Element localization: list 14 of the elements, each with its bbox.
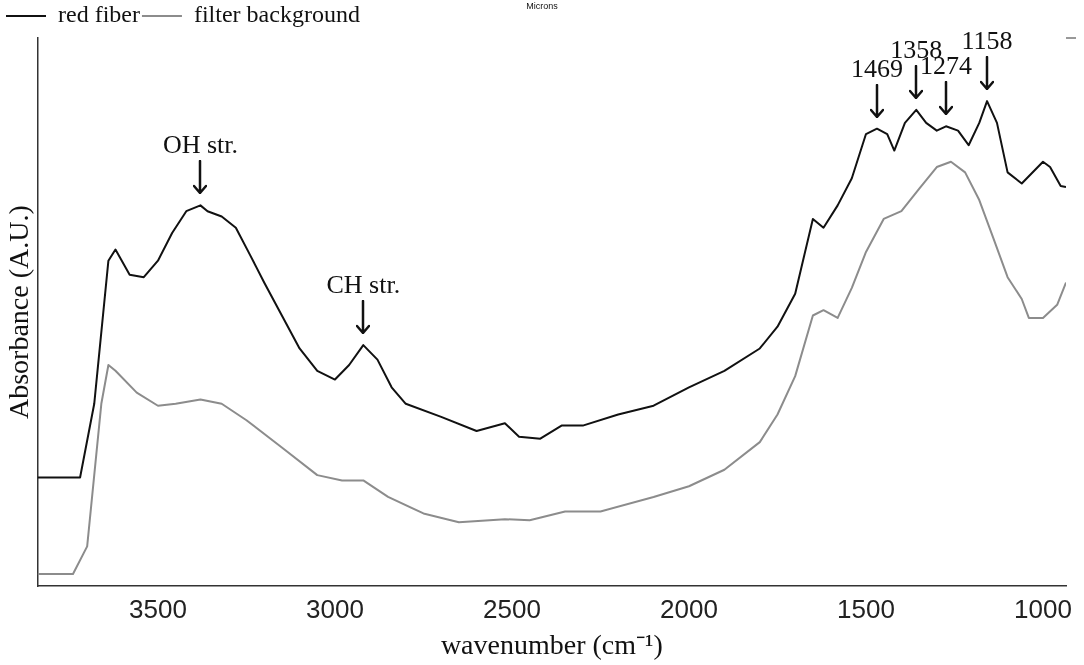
x-tick-label: 2000 — [660, 593, 718, 624]
x-tick-label: 1000 — [1014, 593, 1072, 624]
text: Microns — [526, 0, 559, 11]
legend-label: red fiber — [58, 1, 140, 28]
legend-label: filter background — [193, 1, 360, 28]
y-axis-title: Absorbance (A.U.) — [3, 205, 35, 420]
x-tick-label: 3000 — [306, 593, 364, 624]
x-tick-label: 1500 — [837, 593, 895, 624]
annotation: OH str. — [162, 130, 239, 160]
x-tick-label: 3500 — [129, 593, 187, 624]
annotation: CH str. — [326, 269, 401, 299]
x-tick-label: 2500 — [483, 593, 541, 624]
annotation: 1158 — [961, 25, 1013, 55]
x-axis-title: wavenumber (cm⁻¹) — [440, 628, 663, 660]
